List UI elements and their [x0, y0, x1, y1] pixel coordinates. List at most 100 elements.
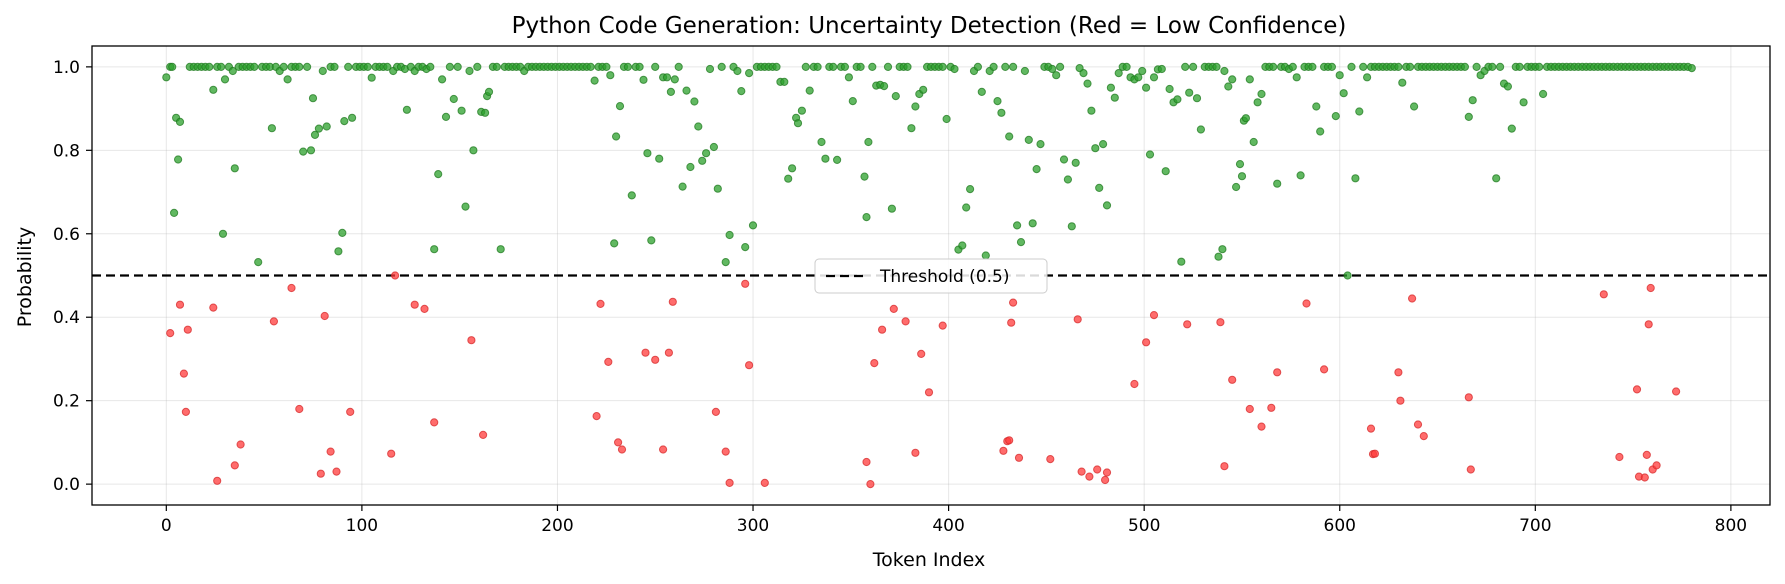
high-confidence-point	[919, 85, 928, 94]
high-confidence-point	[962, 203, 971, 212]
high-confidence-point	[741, 243, 750, 252]
high-confidence-point	[1102, 201, 1112, 210]
high-confidence-point	[1071, 158, 1080, 167]
high-confidence-point	[686, 162, 695, 172]
high-confidence-point	[1189, 62, 1198, 72]
high-confidence-point	[453, 62, 462, 72]
x-tick-label: 600	[1324, 516, 1356, 536]
high-confidence-point	[218, 229, 228, 238]
low-confidence-point	[1672, 387, 1681, 396]
high-confidence-point	[457, 106, 466, 115]
low-confidence-point	[175, 300, 185, 309]
high-confidence-point	[674, 62, 683, 72]
high-confidence-point	[230, 164, 239, 173]
high-confidence-point	[1331, 112, 1340, 121]
high-confidence-point	[340, 117, 349, 126]
low-confidence-point	[320, 311, 329, 321]
low-confidence-point	[1046, 455, 1055, 464]
low-confidence-point	[387, 449, 396, 458]
high-confidence-point	[441, 112, 451, 122]
low-confidence-point	[1073, 315, 1082, 324]
high-confidence-point	[1048, 64, 1057, 74]
high-confidence-point	[1539, 89, 1548, 99]
low-confidence-point	[917, 349, 926, 358]
high-confidence-point	[977, 87, 986, 97]
low-confidence-point	[741, 279, 750, 288]
y-tick-label: 0.6	[53, 225, 80, 245]
low-confidence-point	[1640, 473, 1649, 482]
high-confidence-point	[612, 132, 621, 141]
high-confidence-point	[1173, 95, 1182, 104]
high-confidence-point	[1519, 98, 1528, 107]
y-axis: 0.0 0.2 0.4 0.6 0.8 1.0	[53, 58, 92, 495]
high-confidence-point	[797, 106, 807, 115]
high-confidence-point	[434, 170, 443, 179]
high-confidence-point	[306, 146, 316, 155]
high-confidence-point	[1351, 174, 1360, 183]
high-confidence-point	[205, 62, 214, 72]
high-confidence-point	[338, 228, 347, 237]
high-confidence-point	[997, 108, 1006, 117]
high-confidence-point	[310, 130, 320, 139]
low-confidence-point	[287, 283, 296, 293]
low-confidence-point	[1642, 450, 1651, 459]
high-confidence-point	[344, 62, 353, 72]
high-confidence-point	[868, 62, 877, 72]
high-confidence-point	[318, 66, 327, 76]
high-confidence-point	[678, 182, 687, 191]
high-confidence-point	[848, 97, 857, 106]
high-confidence-point	[283, 75, 292, 84]
y-tick-label: 0.8	[53, 141, 80, 161]
high-confidence-points	[162, 62, 1696, 280]
legend-box	[814, 258, 1048, 294]
high-confidence-point	[733, 66, 742, 76]
high-confidence-point	[966, 185, 975, 194]
low-confidence-point	[1257, 422, 1266, 431]
low-confidence-point	[1413, 420, 1423, 429]
high-confidence-point	[383, 62, 392, 72]
high-confidence-point	[314, 124, 323, 133]
x-tick-label: 800	[1715, 516, 1747, 536]
high-confidence-point	[883, 62, 893, 72]
high-confidence-point	[698, 156, 707, 165]
high-confidence-point	[864, 137, 873, 147]
high-confidence-point	[1406, 62, 1415, 72]
high-confidence-point	[1005, 132, 1014, 141]
high-confidence-point	[170, 208, 179, 217]
high-confidence-point	[1245, 75, 1254, 84]
high-confidence-point	[220, 75, 230, 84]
high-confidence-point	[492, 62, 501, 72]
y-tick-label: 1.0	[53, 58, 80, 78]
low-confidence-point	[326, 447, 335, 456]
low-confidence-point	[617, 445, 627, 454]
low-confidence-point	[604, 357, 613, 366]
high-confidence-point	[308, 94, 318, 103]
high-confidence-point	[1308, 62, 1317, 72]
high-confidence-point	[666, 87, 676, 97]
high-confidence-point	[1177, 257, 1186, 266]
high-confidence-point	[1157, 64, 1166, 74]
high-confidence-point	[606, 71, 615, 80]
low-confidence-point	[1394, 368, 1403, 377]
high-confidence-point	[1535, 62, 1544, 72]
low-confidence-point	[614, 438, 623, 447]
x-axis: 0 100 200 300 400 500 600 700 800	[161, 505, 1747, 536]
high-confidence-point	[1091, 144, 1100, 153]
low-confidence-point	[901, 317, 910, 326]
high-confidence-point	[880, 82, 889, 91]
y-tick-label: 0.0	[53, 475, 80, 495]
low-confidence-point	[1102, 468, 1112, 477]
high-confidence-point	[426, 62, 435, 72]
low-confidence-point	[1466, 465, 1475, 474]
high-confidence-point	[1001, 62, 1010, 72]
high-confidence-point	[805, 86, 814, 95]
high-confidence-point	[1335, 71, 1344, 80]
high-confidence-point	[737, 87, 746, 96]
legend-threshold-label: Threshold (0.5)	[879, 267, 1009, 287]
high-confidence-point	[1296, 171, 1305, 180]
high-confidence-point	[1181, 62, 1190, 72]
high-confidence-point	[829, 62, 838, 72]
high-confidence-point	[1083, 79, 1092, 88]
chart-title: Python Code Generation: Uncertainty Dete…	[512, 13, 1347, 39]
high-confidence-point	[1087, 106, 1096, 115]
